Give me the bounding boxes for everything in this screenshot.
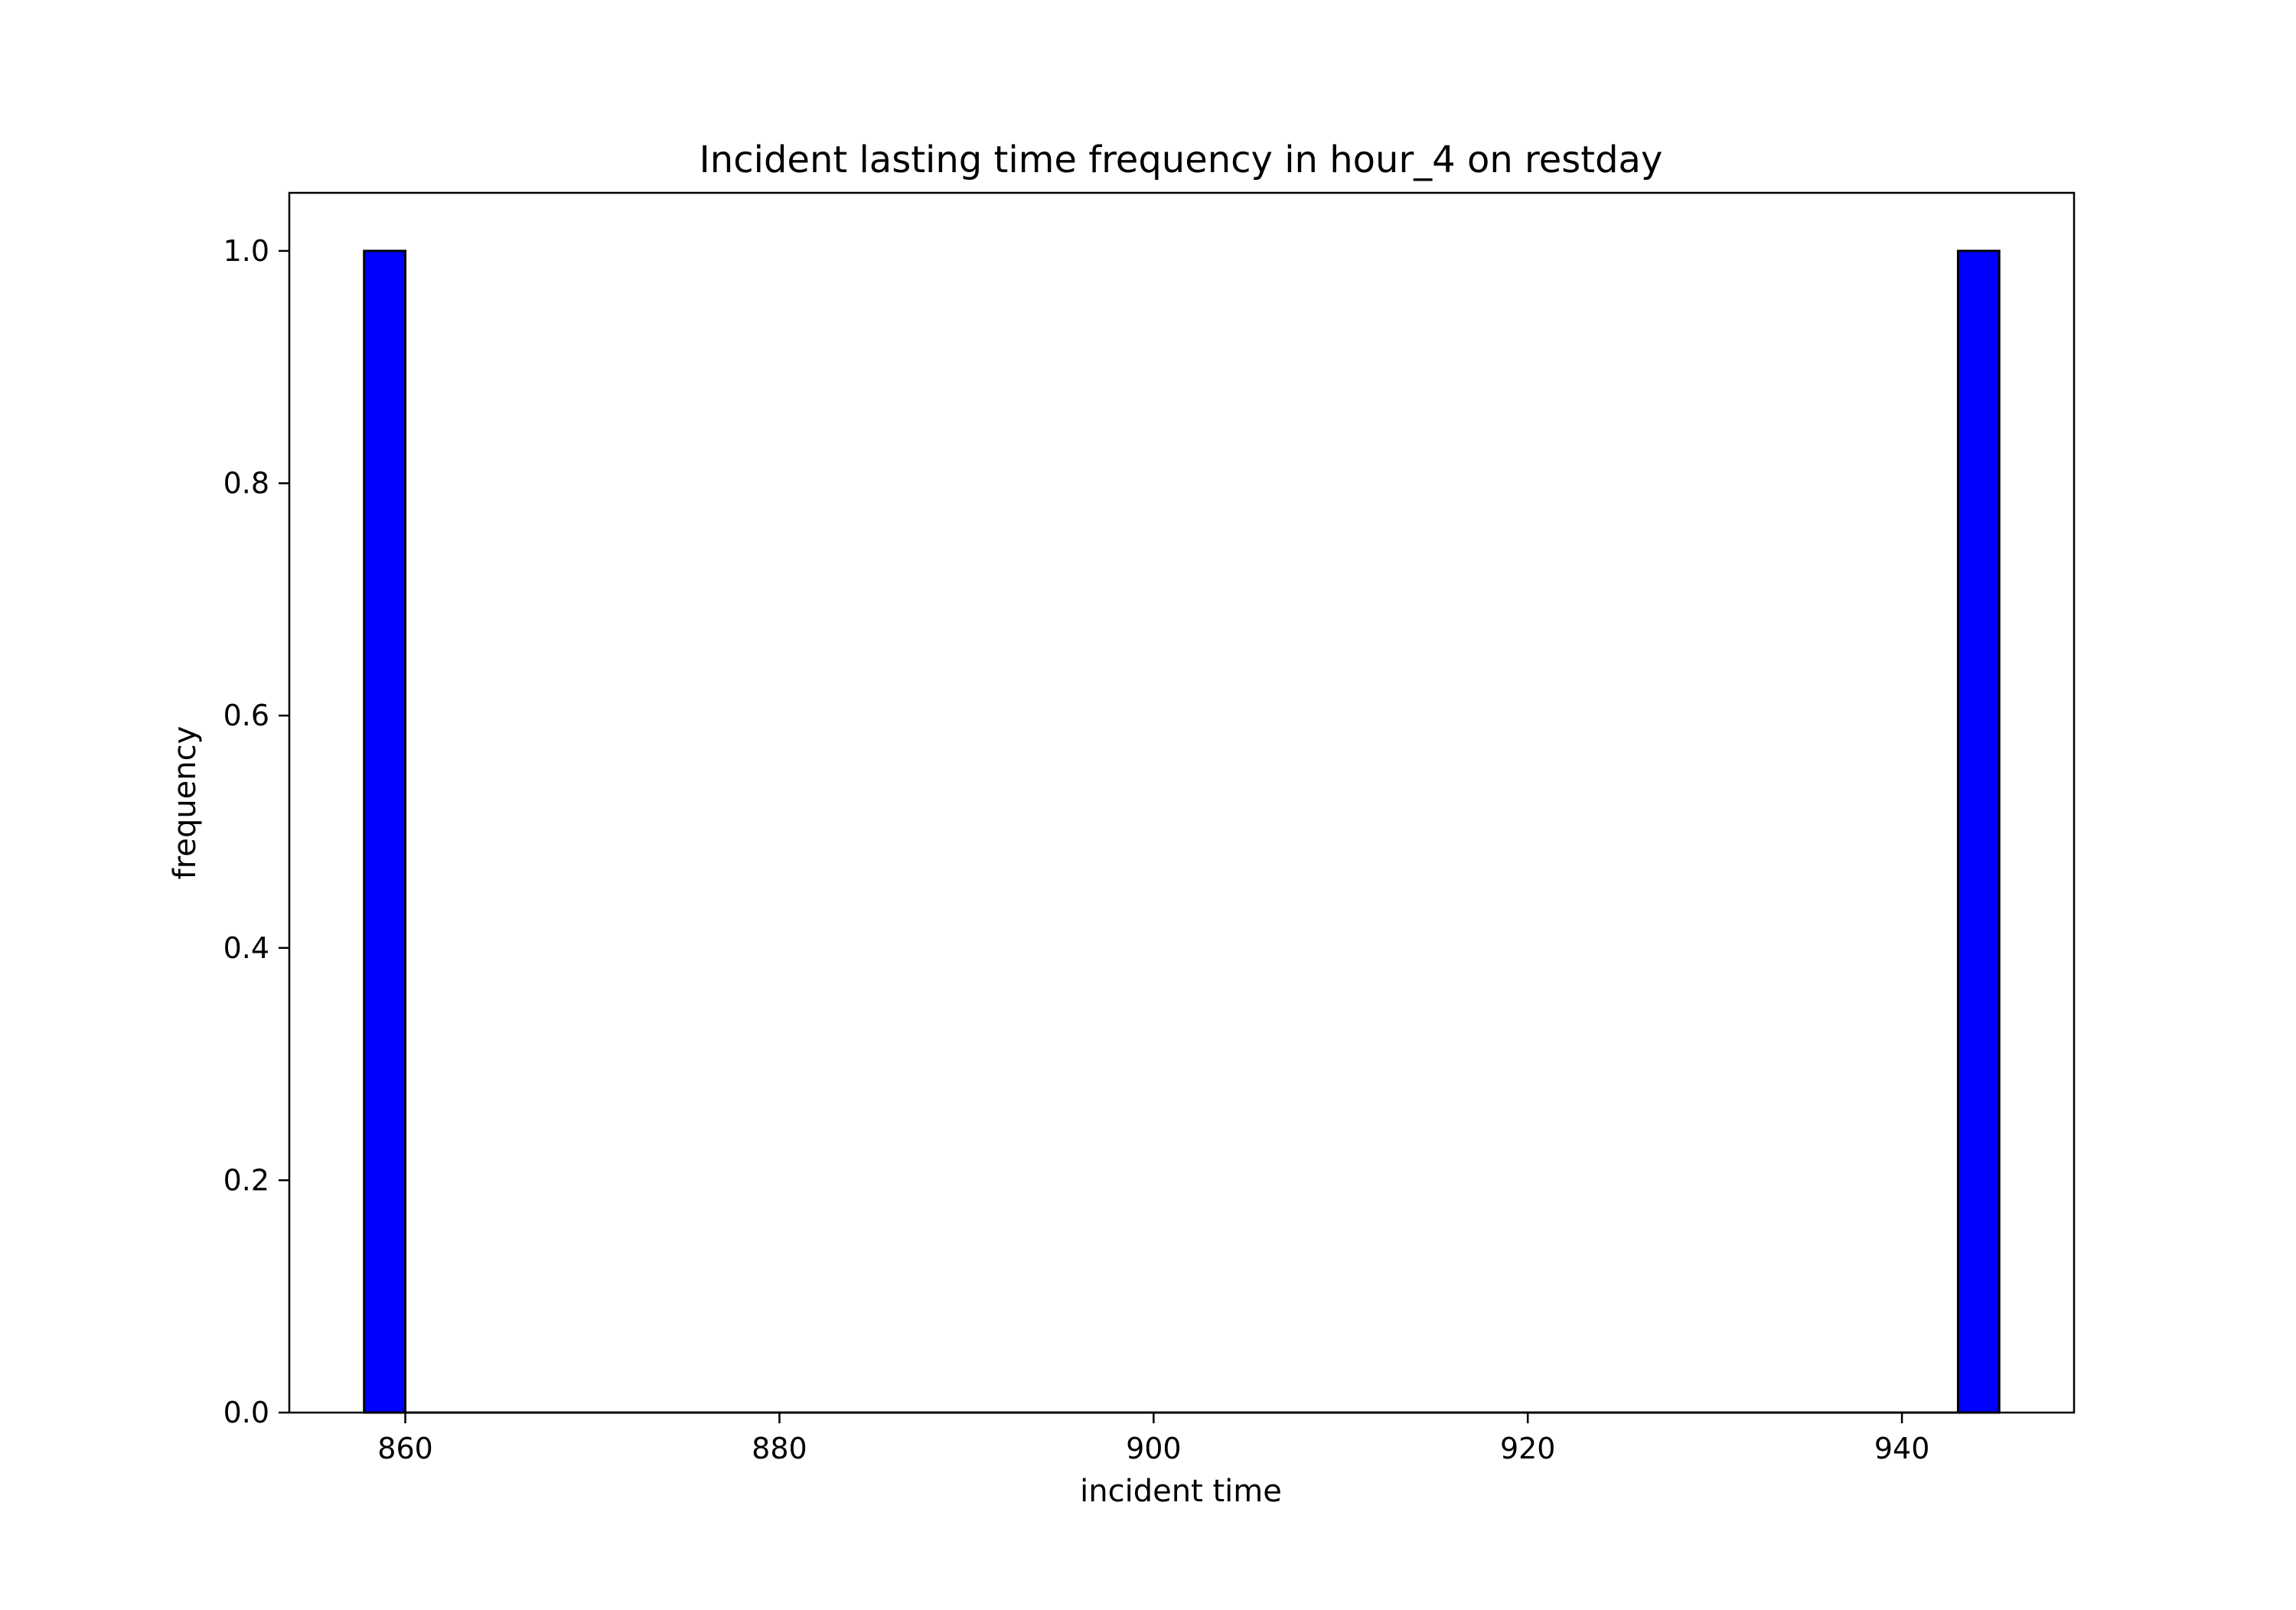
y-tick-label: 0.6 bbox=[223, 699, 269, 732]
x-tick-label: 940 bbox=[1874, 1432, 1930, 1465]
x-tick-label: 860 bbox=[377, 1432, 433, 1465]
y-tick-label: 0.4 bbox=[223, 931, 269, 965]
x-axis-ticks: 860 880 900 920 940 bbox=[377, 1413, 1929, 1465]
x-tick-label: 900 bbox=[1126, 1432, 1182, 1465]
histogram-bar-1 bbox=[1956, 249, 2001, 1414]
y-axis-ticks: 0.0 0.2 0.4 0.6 0.8 1.0 bbox=[223, 234, 289, 1429]
x-axis-label: incident time bbox=[1080, 1474, 1282, 1509]
histogram-bar-0 bbox=[363, 249, 407, 1414]
x-tick-label: 880 bbox=[752, 1432, 807, 1465]
plot-frame bbox=[288, 191, 2076, 1414]
y-tick-label: 0.0 bbox=[223, 1396, 269, 1429]
y-axis-label: frequency bbox=[168, 726, 203, 880]
y-tick-label: 0.8 bbox=[223, 467, 269, 500]
bars-group bbox=[363, 249, 2001, 1414]
x-tick-label: 920 bbox=[1500, 1432, 1556, 1465]
y-tick-label: 1.0 bbox=[223, 234, 269, 268]
chart-title: Incident lasting time frequency in hour_… bbox=[700, 139, 1663, 181]
y-tick-label: 0.2 bbox=[223, 1163, 269, 1197]
